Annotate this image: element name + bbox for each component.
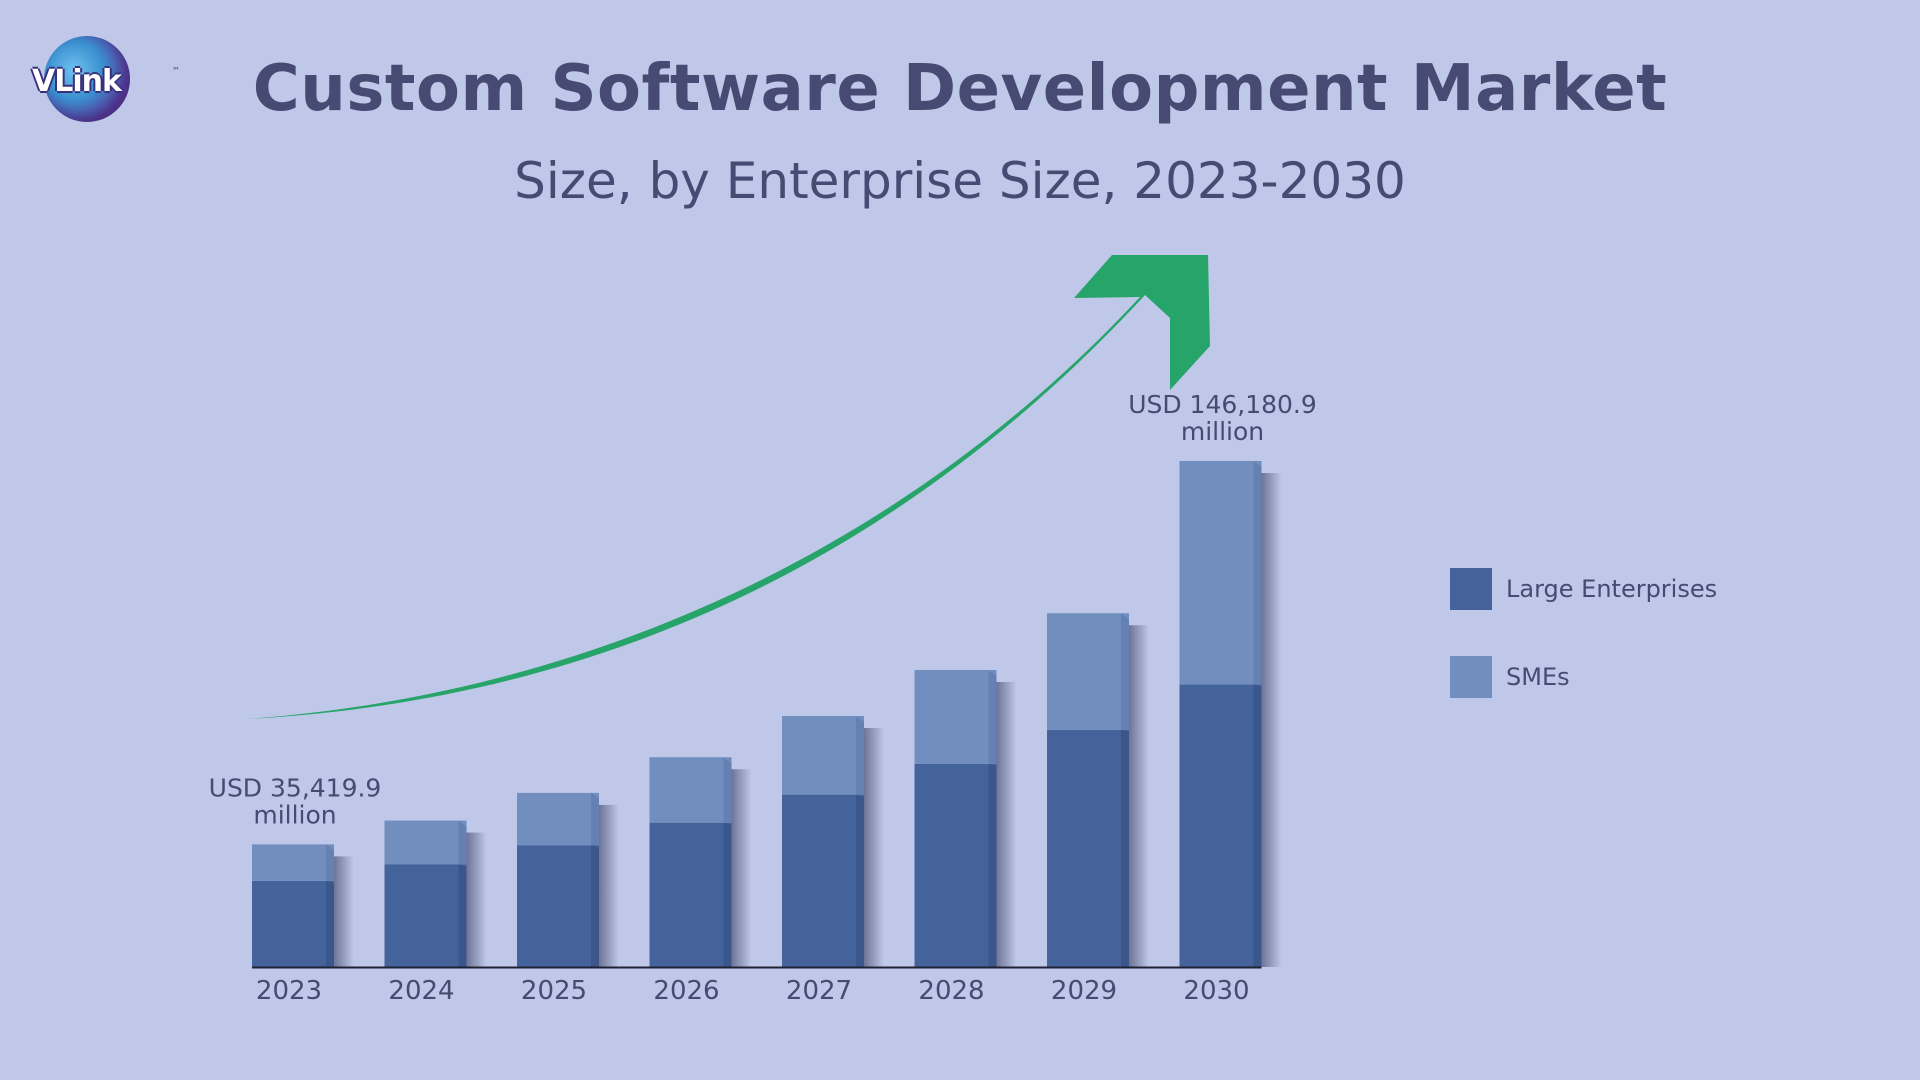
- bar-large-side-2026: [723, 822, 732, 967]
- bar-large-enterprises-2023: [252, 880, 334, 967]
- vlink-logo: VLink ™: [30, 34, 180, 130]
- chart-subtitle: Size, by Enterprise Size, 2023-2030: [514, 152, 1406, 210]
- bar-large-side-2030: [1253, 684, 1262, 967]
- bar-large-enterprises-2030: [1179, 684, 1262, 967]
- value-annotation-2030-line-2: million: [1181, 417, 1264, 446]
- bar-smes-side-2028: [988, 670, 997, 764]
- globe-icon: [44, 36, 130, 122]
- legend-item-large-enterprises: Large Enterprises: [1450, 568, 1717, 610]
- bar-shadow-2030: [1261, 473, 1282, 967]
- bar-smes-side-2023: [326, 844, 334, 881]
- bar-shadow-2025: [599, 804, 619, 967]
- bar-large-side-2028: [988, 763, 997, 967]
- bar-smes-2023: [252, 844, 334, 881]
- bar-smes-2028: [914, 670, 997, 764]
- legend-swatch-large-enterprises: [1450, 568, 1492, 610]
- value-annotation-2023-line-1: USD 35,419.9: [209, 773, 382, 802]
- labels-layer: 2023 2024 2025 2026 2027 2028 2029 2030 USD 35,4…: [209, 390, 1317, 1006]
- bar-smes-side-2030: [1253, 461, 1262, 685]
- bar-smes-2026: [649, 757, 732, 823]
- x-tick-label-2024: 2024: [388, 976, 454, 1006]
- bar-large-enterprises-2025: [517, 845, 599, 967]
- bar-shadow-2029: [1129, 625, 1149, 967]
- value-annotation-2030-line-1: USD 146,180.9: [1128, 390, 1317, 419]
- x-tick-label-2025: 2025: [521, 976, 587, 1006]
- bar-smes-side-2027: [856, 716, 864, 795]
- bar-large-side-2027: [856, 794, 864, 967]
- bar-large-enterprises-2029: [1047, 729, 1129, 967]
- bar-shadow-2023: [334, 856, 354, 967]
- legend-label-smes: SMEs: [1506, 663, 1570, 691]
- x-tick-label-2026: 2026: [653, 976, 719, 1006]
- x-tick-label-2028: 2028: [918, 976, 984, 1006]
- x-tick-label-2030: 2030: [1183, 976, 1249, 1006]
- x-tick-label-2029: 2029: [1051, 976, 1117, 1006]
- x-tick-label-2023: 2023: [256, 976, 322, 1006]
- bar-large-enterprises-2027: [782, 794, 864, 967]
- legend: Large Enterprises SMEs: [1450, 568, 1717, 744]
- bar-smes-side-2026: [723, 757, 732, 823]
- bar-large-enterprises-2024: [384, 864, 467, 967]
- legend-item-smes: SMEs: [1450, 656, 1717, 698]
- legend-label-large-enterprises: Large Enterprises: [1506, 575, 1718, 603]
- bar-smes-2029: [1047, 613, 1129, 730]
- bar-large-enterprises-2026: [649, 822, 732, 967]
- bar-smes-2030: [1179, 461, 1262, 685]
- bar-smes-2025: [517, 792, 599, 846]
- bars-layer: [252, 461, 1282, 967]
- bar-shadow-2026: [731, 769, 752, 967]
- bar-large-side-2029: [1121, 729, 1129, 967]
- bar-smes-side-2029: [1121, 613, 1129, 730]
- chart-title: Custom Software Development Market: [252, 52, 1668, 126]
- bar-large-enterprises-2028: [914, 763, 997, 967]
- bar-large-side-2024: [458, 864, 467, 967]
- x-tick-label-2027: 2027: [786, 976, 852, 1006]
- bar-shadow-2027: [864, 728, 884, 967]
- bar-smes-2027: [782, 716, 864, 795]
- bar-smes-side-2024: [458, 820, 467, 865]
- bar-shadow-2024: [466, 832, 487, 967]
- trademark-symbol: ™: [172, 66, 180, 75]
- value-annotation-2023-line-2: million: [253, 800, 336, 829]
- logo-text: VLink: [32, 64, 122, 99]
- legend-swatch-smes: [1450, 656, 1492, 698]
- bar-large-side-2023: [326, 880, 334, 967]
- bar-shadow-2028: [996, 682, 1017, 967]
- bar-smes-2024: [384, 820, 467, 865]
- bar-large-side-2025: [591, 845, 599, 967]
- bar-smes-side-2025: [591, 792, 599, 846]
